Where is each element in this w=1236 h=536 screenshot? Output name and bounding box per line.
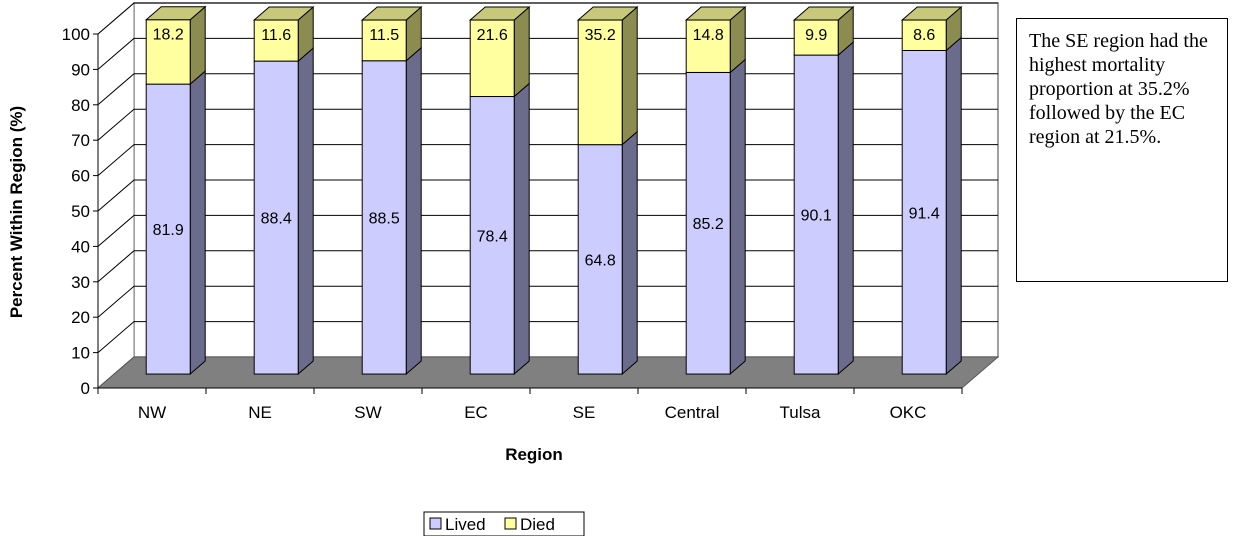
y-axis-title: Percent Within Region (%) (7, 106, 26, 318)
data-label-tulsa-lived: 90.1 (801, 208, 832, 225)
data-label-nw-lived: 81.9 (153, 222, 184, 239)
bar-central-lived-side (729, 58, 746, 376)
gridline-100 (97, 2, 998, 35)
bar-ec-lived-side (513, 82, 530, 376)
bar-nw-died (145, 19, 191, 85)
bar-se-died-side (621, 5, 638, 146)
data-label-tulsa-died: 9.9 (805, 27, 827, 44)
legend-label-died: Died (520, 515, 555, 534)
annotation-text: The SE region had the highest mortality … (1029, 30, 1208, 148)
bar-se-died-top (576, 6, 639, 21)
y-tick-label-20: 20 (71, 308, 90, 327)
data-label-okc-died: 8.6 (913, 27, 935, 44)
y-tick-label-0: 0 (81, 379, 90, 398)
bar-okc-lived (901, 49, 947, 375)
chart-floor (96, 356, 1000, 389)
bar-okc-died (901, 19, 947, 51)
y-tick-label-10: 10 (71, 344, 90, 363)
data-label-se-died: 35.2 (585, 27, 616, 44)
bar-sw-lived (361, 60, 407, 375)
bar-okc-died-top (900, 6, 963, 21)
data-label-sw-lived: 88.5 (369, 210, 400, 227)
x-tick-label-ec: EC (464, 403, 488, 422)
data-label-ne-lived: 88.4 (261, 211, 292, 228)
data-label-central-died: 14.8 (693, 27, 724, 44)
bar-okc-lived-side (945, 36, 962, 376)
bar-tulsa-lived (793, 54, 839, 375)
data-label-ec-lived: 78.4 (477, 228, 508, 245)
bar-sw-died (361, 19, 407, 62)
legend-swatch-died (504, 517, 517, 530)
data-label-central-lived: 85.2 (693, 216, 724, 233)
bar-se-died (577, 19, 623, 146)
y-tick-label-70: 70 (71, 131, 90, 150)
y-tick-label-40: 40 (71, 237, 90, 256)
bar-sw-died-top (360, 6, 423, 21)
bars (144, 5, 963, 376)
bar-central-lived (685, 71, 731, 375)
bar-labels: 81.9 18.2 88.4 11.6 88.5 11.5 78.4 21.6 64.8 35.2… (153, 27, 940, 270)
bar-nw-died-top (144, 6, 207, 21)
x-axis-title: Region (505, 445, 563, 464)
y-tick-label-30: 30 (71, 273, 90, 292)
legend-label-lived: Lived (445, 515, 486, 534)
y-tick-label-50: 50 (71, 202, 90, 221)
bar-central-died (685, 19, 731, 73)
bar-sw-lived-side (405, 46, 422, 376)
floor-plane (96, 356, 1000, 389)
bar-se-lived-side (621, 130, 638, 376)
chart-back-wall (97, 1, 999, 390)
x-axis: NW NE SW EC SE Central Tulsa OKC (97, 387, 963, 422)
x-tick-label-se: SE (573, 403, 596, 422)
data-label-se-lived: 64.8 (585, 252, 616, 269)
y-tick-label-90: 90 (71, 60, 90, 79)
bar-ne-died-top (252, 6, 315, 21)
legend-box (423, 511, 585, 536)
legend: Lived Died (423, 511, 585, 536)
data-label-nw-died: 18.2 (153, 27, 184, 44)
x-tick-label-central: Central (665, 403, 720, 422)
y-tick-label-80: 80 (71, 96, 90, 115)
y-axis: 0 10 20 30 40 50 60 70 80 90 100 (62, 25, 99, 398)
bar-ne-lived (253, 60, 299, 375)
bar-ne-lived-side (297, 47, 314, 376)
data-label-ne-died: 11.6 (261, 27, 291, 44)
x-tick-label-okc: OKC (890, 403, 927, 422)
bar-tulsa-lived-side (837, 41, 854, 376)
y-tick-label-60: 60 (71, 167, 90, 186)
bar-nw-lived (145, 83, 191, 375)
data-label-ec-died: 21.6 (477, 27, 508, 44)
x-tick-label-tulsa: Tulsa (780, 403, 821, 422)
bar-ec-died-top (468, 6, 531, 21)
bar-ec-lived (469, 96, 515, 375)
bar-ec-died (469, 19, 515, 98)
x-tick-label-ne: NE (248, 403, 272, 422)
bar-tulsa-died-top (792, 6, 855, 21)
data-label-okc-lived: 91.4 (909, 205, 940, 222)
x-tick-label-nw: NW (138, 403, 166, 422)
x-tick-label-sw: SW (354, 403, 381, 422)
bar-ec-died-side (513, 5, 530, 98)
data-label-sw-died: 11.5 (369, 27, 399, 44)
legend-swatch-lived (429, 517, 442, 530)
bar-nw-lived-side (189, 70, 206, 376)
annotation-box: The SE region had the highest mortality … (1016, 18, 1228, 282)
bar-central-died-top (684, 6, 747, 21)
y-tick-label-100: 100 (62, 25, 90, 44)
